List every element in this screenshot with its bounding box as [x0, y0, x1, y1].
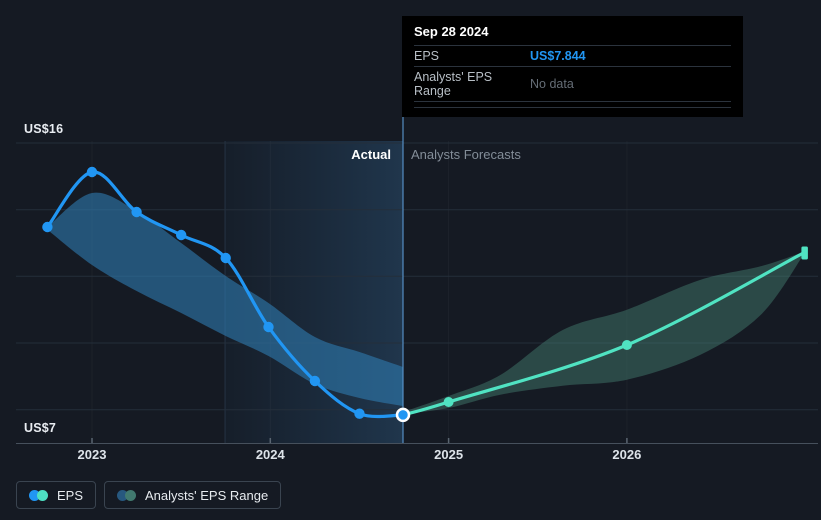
eps-point[interactable] — [309, 375, 321, 387]
tooltip-date: Sep 28 2024 — [414, 24, 731, 46]
tooltip-divider — [414, 107, 731, 108]
x-tick-label: 2023 — [77, 447, 107, 462]
eps-point[interactable] — [131, 206, 142, 218]
tooltip-range-value: No data — [530, 77, 574, 91]
legend-analysts-range-label: Analysts' EPS Range — [145, 487, 269, 503]
forecast-line — [401, 251, 805, 417]
tooltip-range-label: Analysts' EPS Range — [414, 70, 493, 98]
forecast-point[interactable] — [443, 397, 454, 407]
range-swatch-teal-dot — [125, 489, 137, 501]
legend-eps-label: EPS — [57, 487, 84, 503]
x-tick-label: 2024 — [255, 447, 285, 462]
tooltip-eps-value: US$7.844 — [530, 49, 586, 63]
legend-eps-button[interactable]: EPS — [16, 481, 97, 509]
x-tick-label: 2026 — [612, 447, 642, 462]
x-tick-label: 2025 — [434, 447, 464, 462]
eps-point[interactable] — [86, 166, 98, 178]
eps-point[interactable] — [220, 252, 231, 264]
analysts-range-swatch-icon — [117, 489, 137, 501]
tooltip-eps-label: EPS — [414, 49, 440, 63]
chart-plot-area[interactable] — [0, 0, 821, 466]
current-eps-point[interactable] — [395, 407, 411, 423]
range-swatch-blue-dot — [117, 489, 129, 501]
eps-swatch-teal-dot — [37, 489, 48, 501]
eps-swatch-blue-dot — [29, 489, 40, 501]
forecast-end-marker — [801, 246, 808, 260]
analysts-range-band-forecast — [403, 252, 804, 414]
tooltip-eps-row: EPS US$7.844 — [414, 46, 731, 67]
tooltip-range-row: Analysts' EPS Range No data — [414, 67, 731, 102]
eps-point[interactable] — [176, 229, 187, 241]
eps-point[interactable] — [354, 408, 365, 419]
y-axis-max-label: US$16 — [24, 122, 64, 136]
y-axis-min-label: US$7 — [24, 421, 57, 435]
chart-legend: EPS Analysts' EPS Range — [16, 481, 282, 509]
hover-tooltip: Sep 28 2024 EPS US$7.844 Analysts' EPS R… — [402, 16, 743, 117]
eps-point[interactable] — [263, 321, 274, 333]
forecast-point[interactable] — [621, 340, 632, 350]
eps-swatch-icon — [29, 489, 48, 501]
legend-analysts-range-button[interactable]: Analysts' EPS Range — [104, 481, 282, 509]
analysts-range-band-actual — [47, 192, 404, 406]
eps-point[interactable] — [42, 221, 53, 233]
